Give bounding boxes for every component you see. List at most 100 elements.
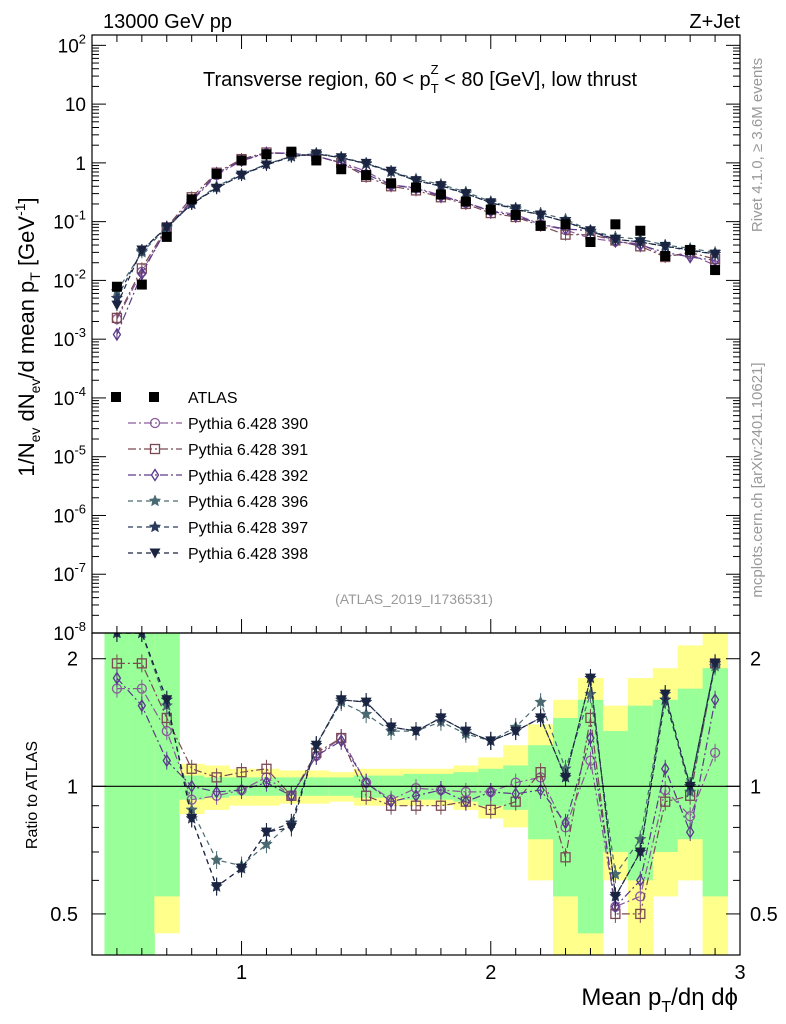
atlas-point [635, 225, 646, 236]
ratio-point [260, 827, 272, 838]
series-point [535, 210, 547, 221]
y-tick-label: 10-4 [53, 384, 86, 410]
ratio-tick-label: 1 [67, 776, 78, 798]
ratio-point [186, 763, 197, 774]
ratio-point [137, 698, 147, 713]
analysis-id-label: (ATLAS_2019_I1736531) [335, 591, 493, 607]
series-point [335, 153, 347, 164]
atlas-point [485, 204, 496, 215]
ratio-point [635, 908, 646, 920]
ratio-point [585, 755, 596, 766]
ratio-point [709, 658, 721, 669]
ratio-point [611, 899, 620, 914]
series-point [584, 226, 596, 237]
ratio-point [709, 747, 721, 758]
ratio-point [211, 772, 222, 783]
ratio-point [561, 816, 570, 830]
atlas-point [236, 155, 247, 166]
series-point [137, 267, 147, 281]
band-green [553, 717, 579, 897]
ratio-point [287, 789, 296, 803]
series-point [111, 312, 123, 324]
legend: ATLAS Pythia 6.428 390 Pythia 6.428 391 Pyt… [111, 390, 308, 563]
atlas-point [161, 231, 172, 242]
x-tick-label: 2 [485, 962, 496, 984]
main-panel [92, 35, 740, 633]
series-point [385, 166, 397, 177]
series-point [609, 234, 621, 245]
series-point [161, 222, 173, 233]
ratio-point [486, 785, 496, 799]
ratio-point [237, 783, 246, 797]
atlas-point [560, 219, 571, 230]
ratio-point [285, 822, 297, 833]
legend-marker [148, 520, 162, 533]
y-tick-label: 10-5 [53, 443, 86, 469]
ratio-point [536, 783, 545, 797]
ratio-point [485, 804, 496, 816]
legend-label: Pythia 6.428 391 [188, 442, 308, 459]
ratio-point [560, 772, 572, 783]
plot-title: Transverse region, 60 < pTZ < 80 [GeV], … [203, 62, 637, 96]
atlas-point [585, 237, 596, 248]
legend-marker [150, 468, 160, 482]
ratio-point [560, 852, 571, 863]
atlas-point [136, 279, 147, 290]
legend-label: ATLAS [188, 390, 238, 407]
ratio-tick-label: 2 [67, 649, 78, 671]
ratio-point [359, 707, 373, 720]
series-point [260, 160, 272, 171]
ratio-point [609, 891, 621, 902]
ratio-point [335, 695, 347, 706]
ratio-point [212, 785, 221, 799]
header-right-label: Z+Jet [689, 11, 740, 33]
series-point [310, 149, 322, 160]
ratio-point [336, 734, 346, 748]
ratio-tick-label: 0.5 [750, 904, 778, 926]
y-tick-label: 102 [58, 31, 86, 57]
atlas-point [411, 182, 421, 193]
series-point [211, 183, 223, 194]
ratio-tick-label: 0.5 [50, 904, 78, 926]
ratio-point [460, 726, 472, 737]
ratio-point [162, 753, 172, 768]
series-point [510, 204, 522, 215]
ratio-point [111, 658, 123, 669]
series-point [634, 237, 646, 248]
legend-label: Pythia 6.428 396 [188, 494, 308, 511]
legend-label: Pythia 6.428 390 [188, 416, 308, 433]
ratio-point [584, 687, 597, 700]
ratio-point [636, 873, 645, 888]
atlas-data-points [111, 146, 721, 292]
legend-marker [111, 392, 121, 402]
atlas-point [186, 194, 197, 205]
y-tick-label: 10-8 [53, 619, 86, 645]
y-tick-label: 10-3 [53, 325, 86, 351]
ratio-point [386, 794, 396, 809]
series-point [460, 189, 472, 200]
series-point [111, 300, 123, 311]
series-point [112, 327, 122, 342]
series-point [136, 245, 148, 256]
atlas-point [111, 281, 122, 292]
legend-label: Pythia 6.428 397 [188, 520, 308, 537]
ratio-point [186, 813, 198, 824]
y-tick-label: 10-7 [53, 560, 86, 586]
y-tick-label: 10 [65, 95, 86, 116]
ratio-point [261, 763, 272, 774]
ratio-point [260, 837, 273, 850]
ratio-point [660, 762, 670, 776]
x-axis-label: Mean pT/dη dϕ [581, 984, 738, 1016]
legend-label: Pythia 6.428 398 [188, 546, 308, 563]
ratio-tick-label: 2 [750, 649, 761, 671]
series-point [659, 241, 671, 252]
header-left-label: 13000 GeV pp [103, 11, 232, 33]
ratio-point [659, 689, 671, 700]
atlas-point [361, 170, 372, 181]
atlas-point [336, 164, 347, 175]
ratio-point [710, 693, 720, 707]
ratio-y-axis-label: Ratio to ATLAS [24, 741, 41, 849]
ratio-point [635, 891, 646, 902]
series-point [435, 181, 447, 192]
atlas-point [211, 168, 222, 179]
